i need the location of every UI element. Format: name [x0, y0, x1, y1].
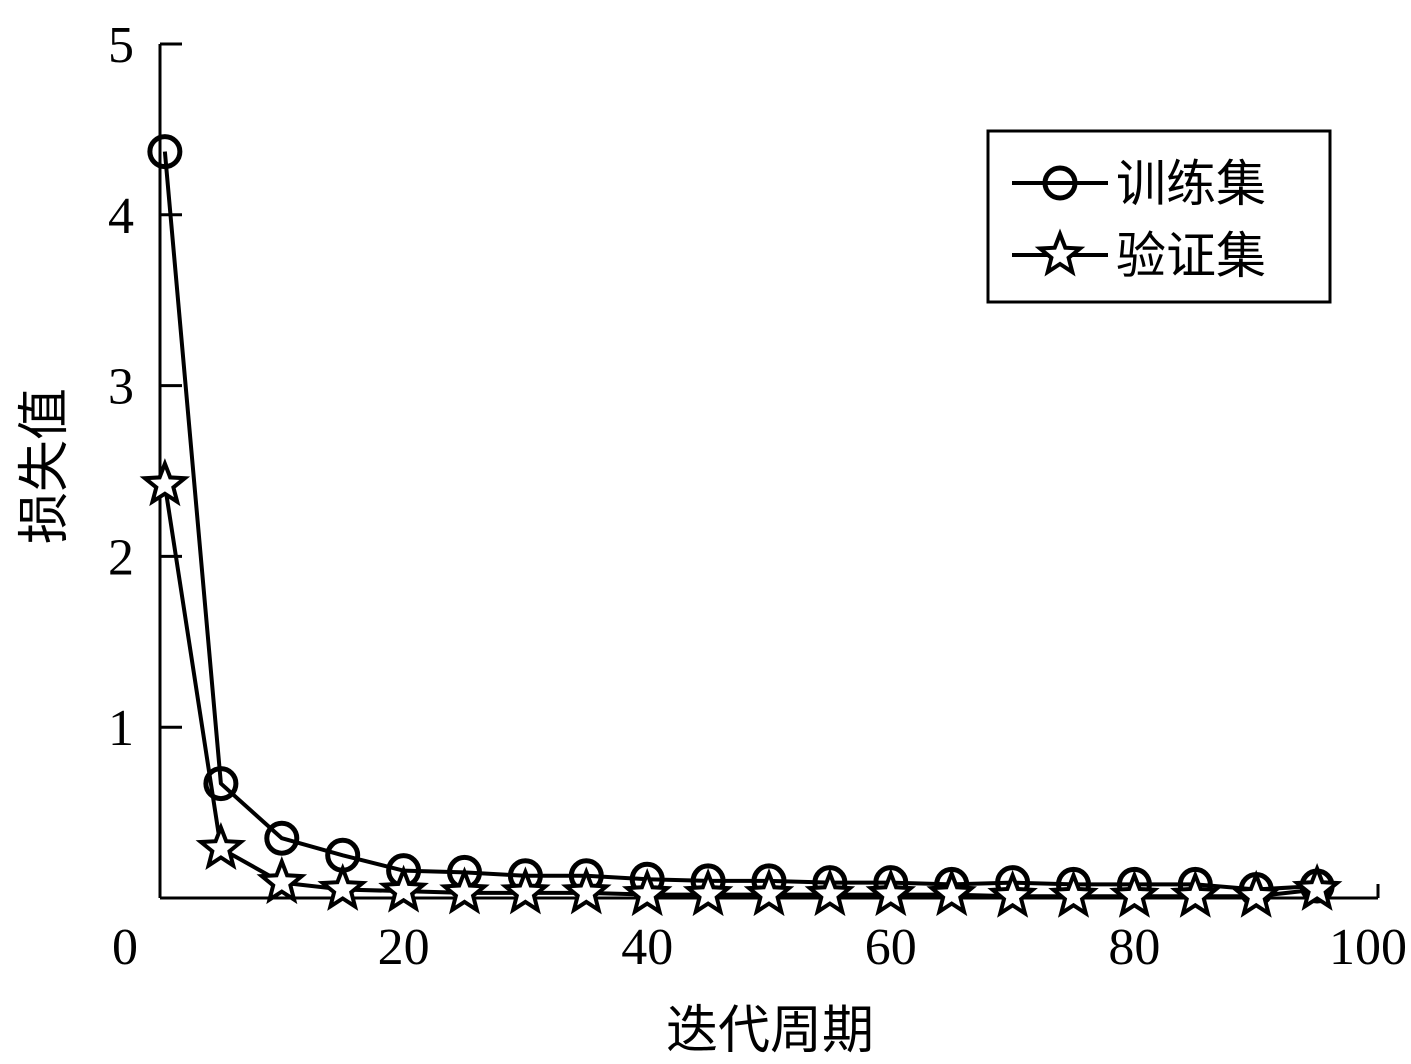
x-tick-label: 20: [378, 919, 430, 976]
star-marker-icon: [1034, 228, 1086, 277]
series-2-point: [621, 868, 673, 917]
series-2-point: [561, 866, 612, 915]
series-2-point: [500, 866, 551, 915]
series-2-point: [1230, 869, 1282, 918]
series-1-point: [203, 766, 239, 802]
x-tick-label: 100: [1329, 919, 1407, 976]
x-tick-label: 0: [112, 919, 138, 976]
x-tick-label: 60: [865, 919, 917, 976]
series-layer: [139, 134, 1343, 918]
series-2-line: [162, 484, 1318, 899]
series-2-point: [139, 458, 191, 507]
y-tick-label: 5: [108, 17, 134, 74]
circle-marker-icon: [1042, 165, 1078, 201]
series-2-point: [682, 868, 734, 917]
series-2: [139, 458, 1343, 918]
y-tick-label: 2: [108, 529, 134, 586]
series-2-point: [743, 868, 795, 917]
series-1-point: [147, 134, 183, 170]
legend-entry-2: 验证集: [1012, 227, 1266, 285]
axis-ticks: 0 20 40 60 80 100 1 2 3 4 5: [108, 17, 1407, 976]
y-axis-title: 损失值: [15, 388, 75, 544]
series-2-point: [195, 821, 247, 870]
y-tick-label: 4: [108, 188, 134, 245]
legend-box: [986, 129, 1332, 304]
x-tick-label: 40: [621, 919, 673, 976]
series-2-point: [1109, 869, 1160, 918]
series-2-point: [1048, 869, 1099, 918]
y-tick-label: 1: [108, 700, 134, 757]
legend-label: 验证集: [1116, 227, 1266, 285]
series-2-point: [926, 868, 977, 917]
series-2-point: [865, 868, 917, 917]
series-1-point: [264, 820, 300, 856]
series-2-point: [1170, 869, 1221, 918]
series-2-point: [439, 866, 490, 915]
series-2-point: [317, 862, 369, 911]
series-2-point: [378, 864, 429, 913]
legend-label: 训练集: [1116, 155, 1266, 213]
y-tick-label: 3: [108, 359, 134, 416]
x-tick-label: 80: [1108, 919, 1160, 976]
x-axis-title: 迭代周期: [666, 1001, 874, 1061]
series-1-line: [162, 151, 1318, 892]
series-2-point: [1291, 862, 1343, 911]
series-2-point: [987, 869, 1038, 918]
series-2-point: [804, 868, 856, 917]
legend-entry-1: 训练集: [1012, 155, 1266, 213]
series-2-point: [256, 856, 308, 905]
